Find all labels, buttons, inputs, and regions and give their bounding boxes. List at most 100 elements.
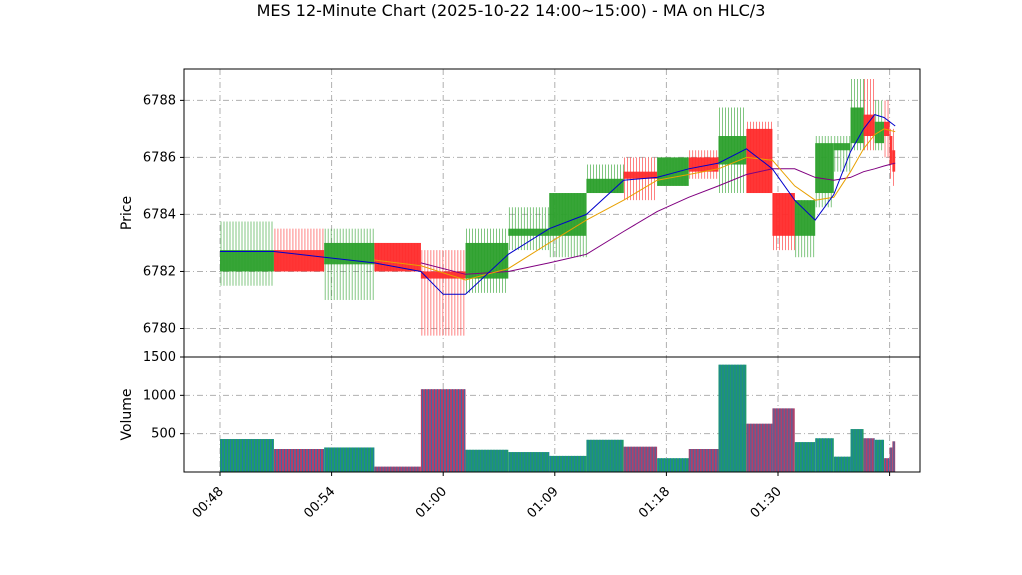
volume-bar-fill [850, 429, 864, 472]
volume-bar [420, 389, 466, 472]
volume-bar-fill [549, 455, 587, 472]
volume-bar-fill [657, 458, 689, 472]
volume-tick-label: 1500 [143, 350, 176, 365]
candle-body [815, 143, 834, 194]
volume-bars [220, 364, 896, 472]
candle-up [874, 100, 885, 151]
candle-body [623, 171, 658, 179]
volume-bar [874, 439, 885, 472]
volume-bar [892, 441, 896, 472]
candle-up [718, 107, 747, 194]
candle-body [892, 150, 896, 172]
x-tick-label: 01:09 [525, 484, 562, 521]
x-tick-label: 01:18 [636, 484, 673, 521]
candle-body [874, 121, 885, 144]
volume-bar [273, 449, 325, 472]
candle-up [586, 164, 624, 194]
volume-bar-fill [833, 456, 851, 472]
volume-bar [324, 447, 375, 472]
price-tick-label: 6788 [143, 93, 176, 108]
volume-bar [220, 439, 274, 472]
price-tick-label: 6786 [143, 150, 176, 165]
volume-bar [884, 458, 890, 472]
ma-fast-line [220, 114, 896, 295]
volume-bar [657, 458, 689, 472]
volume-frame [183, 356, 921, 473]
price-tick-label: 6780 [143, 321, 176, 336]
candle-body [889, 136, 893, 165]
volume-bar-fill [220, 439, 274, 472]
candle-body [863, 114, 875, 137]
ma-lines [220, 114, 896, 295]
x-tick-label: 00:54 [301, 484, 338, 521]
volume-bar-fill [586, 439, 624, 472]
candle-up [815, 136, 834, 208]
volume-bar [794, 442, 816, 472]
volume-bar [889, 447, 893, 472]
x-tick-label: 01:00 [413, 484, 450, 521]
candle-down [746, 121, 773, 194]
candle-body [772, 193, 795, 236]
volume-bar-fill [465, 449, 509, 472]
volume-bar [465, 449, 509, 472]
volume-bar [374, 466, 421, 472]
volume-tick-label: 1000 [143, 388, 176, 403]
x-axis-ticks: 00:48 00:54 01:00 01:09 01:18 01:30 [190, 472, 891, 521]
candle-up [794, 200, 816, 258]
volume-panel: 500 1000 1500 Volume [119, 350, 921, 473]
candle-down [273, 228, 325, 272]
ma-mid-line [374, 128, 896, 281]
candle-body [586, 178, 624, 194]
candle-down [420, 250, 466, 336]
candle-body [884, 121, 890, 137]
price-tick-label: 6784 [143, 207, 176, 222]
volume-bar-fill [863, 438, 875, 472]
candle-up [508, 207, 550, 251]
price-panel: 6780 6782 6784 6786 6788 Price [119, 68, 921, 358]
volume-bar-fill [374, 466, 421, 472]
candles [220, 78, 896, 336]
chart-title: MES 12-Minute Chart (2025-10-22 14:00~15… [257, 1, 766, 20]
price-tick-label: 6782 [143, 264, 176, 279]
candle-up [220, 221, 274, 286]
candle-up [549, 193, 587, 258]
volume-bar-fill [884, 458, 890, 472]
ma-slow-line [420, 162, 896, 275]
volume-bar [688, 449, 719, 472]
candle-body [850, 107, 864, 144]
volume-bar [833, 456, 851, 472]
volume-bar [508, 452, 550, 472]
candle-body [273, 250, 325, 272]
candle-up [657, 157, 689, 186]
candle-body [549, 193, 587, 236]
volume-yticks: 500 1000 1500 [143, 350, 184, 442]
candle-up [833, 136, 851, 172]
candle-body [833, 143, 851, 151]
candle-body [220, 250, 274, 272]
candle-down [772, 193, 795, 251]
volume-bar [815, 438, 834, 472]
volume-tick-label: 500 [151, 427, 176, 442]
candle-down [889, 128, 893, 179]
candle-body [324, 242, 375, 265]
candle-body [508, 228, 550, 236]
volume-bar [623, 446, 658, 472]
candle-body [420, 271, 466, 279]
volume-bar [772, 408, 795, 472]
x-tick-label: 01:30 [748, 484, 785, 521]
price-axis-label: Price [119, 196, 135, 230]
volume-bar [850, 429, 864, 472]
volume-bar [863, 438, 875, 472]
candle-body [657, 157, 689, 186]
candle-body [718, 136, 747, 165]
volume-bar-fill [815, 438, 834, 472]
candle-down [863, 78, 875, 151]
volume-axis-label: Volume [119, 388, 135, 440]
candle-body [746, 128, 773, 194]
candle-down [688, 150, 719, 179]
candle-body [688, 157, 719, 172]
candle-body [794, 200, 816, 236]
volume-bar [586, 439, 624, 472]
volume-bar [746, 423, 773, 472]
